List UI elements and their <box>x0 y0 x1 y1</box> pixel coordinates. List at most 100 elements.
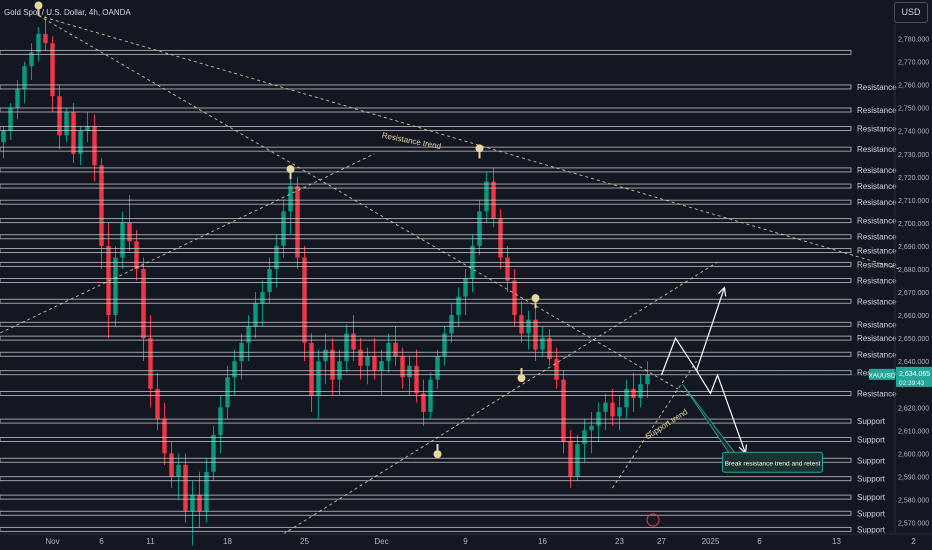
symbol-tag-label: XAUUSD <box>868 372 895 379</box>
trend-line <box>283 261 718 535</box>
candle-body <box>71 112 76 154</box>
candle-body <box>512 280 517 316</box>
time-tick-label: 23 <box>615 537 624 546</box>
price-tick-label: 2,780.000 <box>898 37 929 44</box>
price-tick-label: 2,740.000 <box>898 129 929 136</box>
hand-marker-icon <box>475 144 484 153</box>
zone-band <box>0 321 852 327</box>
candle-body <box>463 278 468 297</box>
projections-layer <box>660 286 748 455</box>
time-tick-label: 6 <box>99 537 104 546</box>
candle-body <box>477 211 482 246</box>
candle-body <box>421 393 426 412</box>
price-tick-label: 2,580.000 <box>898 497 929 504</box>
candle-body <box>253 303 258 327</box>
candle-body <box>288 186 293 212</box>
projection-path <box>660 287 726 376</box>
markers-layer <box>34 1 540 459</box>
zone-band <box>0 437 852 442</box>
price-tag-countdown: 02:39:43 <box>899 380 925 387</box>
zone-label: Resistance <box>857 198 897 207</box>
candle-body <box>29 52 34 67</box>
chart-title: Gold Spot / U.S. Dollar, 4h, OANDA <box>4 8 131 17</box>
symbol-tag <box>869 368 895 380</box>
candle-body <box>260 292 265 304</box>
zone-label: Support <box>857 475 886 484</box>
candle-body <box>99 165 104 246</box>
time-tick-label: Nov <box>45 537 59 546</box>
candle-body <box>218 407 223 435</box>
price-tick-label: 2,650.000 <box>898 336 929 343</box>
zone-band <box>0 218 852 224</box>
note-text: Break resistance trend and retest <box>725 460 821 467</box>
price-tick-label: 2,600.000 <box>898 451 929 458</box>
price-axis[interactable]: 2,570.000 2,580.000 2,590.000 2,600.000 2,61… <box>898 37 929 528</box>
candle-body <box>204 471 209 511</box>
zone-band <box>0 351 852 357</box>
candle-body <box>624 388 629 408</box>
hand-marker-icon <box>517 374 526 383</box>
candle-body <box>309 342 314 396</box>
price-tick-label: 2,710.000 <box>898 198 929 205</box>
last-price-layer: XAUUSD 2,634.065 02:39:43 <box>646 366 932 527</box>
candle-body <box>197 494 202 511</box>
zone-band <box>0 526 852 532</box>
candle-body <box>106 245 111 316</box>
price-tick-label: 2,760.000 <box>898 83 929 90</box>
candle-body <box>162 418 167 454</box>
zone-label: Support <box>857 417 886 426</box>
candle-body <box>554 358 559 380</box>
candle-body <box>365 356 370 366</box>
note-box <box>722 451 823 473</box>
candle-body <box>505 257 510 281</box>
zone-band <box>0 84 852 90</box>
alert-icon <box>646 513 660 527</box>
price-tick-label: 2,590.000 <box>898 474 929 481</box>
zone-label: Resistance <box>857 247 897 256</box>
time-tick-label: 6 <box>757 537 762 546</box>
candle-body <box>267 269 272 293</box>
candle-body <box>57 96 62 136</box>
candle-body <box>8 107 13 131</box>
candles-layer <box>1 15 650 546</box>
price-tick-label: 2,700.000 <box>898 221 929 228</box>
candle-body <box>169 453 174 477</box>
candle-body <box>407 365 412 378</box>
candle-body <box>351 333 356 350</box>
candle-body <box>302 257 307 343</box>
candle-body <box>456 296 461 316</box>
candle-body <box>484 181 489 212</box>
zone-label: Support <box>857 436 886 445</box>
candle-body <box>92 126 97 166</box>
zone-label: Resistance <box>857 145 897 154</box>
price-tick-label: 2,730.000 <box>898 152 929 159</box>
zone-band <box>0 457 852 463</box>
candle-body <box>15 89 20 108</box>
candle-body <box>449 315 454 334</box>
candle-body <box>148 338 153 389</box>
price-tick-label: 2,690.000 <box>898 244 929 251</box>
candle-body <box>85 126 90 131</box>
candle-body <box>155 388 160 419</box>
price-tick-label: 2,670.000 <box>898 290 929 297</box>
candle-body <box>372 356 377 371</box>
price-tick-label: 2,570.000 <box>898 520 929 527</box>
candle-body <box>435 356 440 380</box>
zone-label: Resistance <box>857 217 897 226</box>
price-tick-label: 2,640.000 <box>898 359 929 366</box>
candle-body <box>246 326 251 343</box>
candle-body <box>400 356 405 378</box>
zone-label: Support <box>857 525 886 534</box>
hand-marker-icon <box>531 294 540 303</box>
candle-body <box>127 222 132 242</box>
candle-body <box>36 33 41 53</box>
price-tag <box>896 366 932 387</box>
projection-path <box>695 370 747 454</box>
currency-button[interactable]: USD <box>894 2 928 23</box>
zone-label: Support <box>857 509 886 518</box>
zone-label: Resistance <box>857 166 897 175</box>
time-axis[interactable]: Nov 6 11 18 25 Dec 9 16 23 27 2025 6 13 2 <box>45 537 916 546</box>
zone-label: Support <box>857 493 886 502</box>
zone-band <box>0 476 852 482</box>
